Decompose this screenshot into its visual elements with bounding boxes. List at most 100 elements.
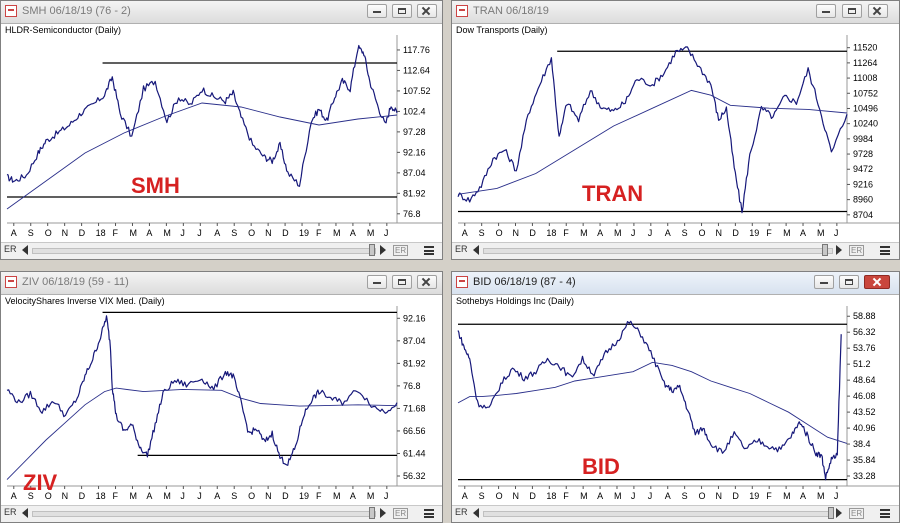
er-label-right[interactable]: ER [393, 245, 409, 256]
scroll-thumb[interactable] [822, 244, 828, 256]
er-label-right[interactable]: ER [393, 508, 409, 519]
x-tick-label: A [214, 228, 220, 238]
menu-icon[interactable] [424, 509, 434, 518]
close-icon [418, 5, 436, 17]
maximize-button[interactable] [392, 4, 412, 18]
x-tick-label: S [231, 228, 237, 238]
maximize-icon [398, 8, 406, 14]
bid-chart-window[interactable]: BID 06/18/19 (87 - 4) Sothebys Holdings … [451, 271, 900, 523]
arrow-right-icon[interactable] [836, 508, 842, 518]
y-tick-label: 48.64 [853, 375, 876, 385]
scroll-track[interactable] [483, 248, 833, 254]
close-icon [865, 276, 889, 288]
smh-chart-window[interactable]: SMH 06/18/19 (76 - 2) HLDR-Semiconductor… [0, 0, 443, 260]
x-tick-label: 18 [546, 491, 556, 501]
ticker-annotation: BID [582, 454, 620, 479]
x-tick-label: A [800, 228, 806, 238]
menu-icon[interactable] [880, 509, 890, 518]
maximize-button[interactable] [392, 275, 412, 289]
minimize-button[interactable] [367, 4, 387, 18]
title-bar[interactable]: SMH 06/18/19 (76 - 2) [1, 1, 442, 24]
x-tick-label: S [28, 228, 34, 238]
arrow-left-icon[interactable] [473, 508, 479, 518]
arrow-left-icon[interactable] [22, 508, 28, 518]
scroll-track[interactable] [483, 511, 833, 517]
ticker-annotation: TRAN [582, 181, 643, 206]
arrow-left-icon[interactable] [473, 245, 479, 255]
arrow-right-icon[interactable] [380, 508, 386, 518]
chart-footer: ER ER [1, 505, 442, 522]
arrow-right-icon[interactable] [836, 245, 842, 255]
minimize-icon [373, 282, 381, 284]
ticker-annotation: ZIV [23, 470, 58, 495]
y-tick-label: 102.4 [403, 106, 426, 116]
price-series-line [457, 320, 842, 481]
x-tick-label: J [384, 228, 389, 238]
menu-icon[interactable] [880, 246, 890, 255]
x-tick-label: J [384, 491, 389, 501]
chart-subtitle: Sothebys Holdings Inc (Daily) [456, 296, 574, 306]
y-tick-label: 11264 [853, 58, 877, 68]
y-tick-label: 10496 [853, 103, 878, 113]
price-chart[interactable]: VelocityShares Inverse VIX Med. (Daily) 5… [1, 294, 442, 506]
window-title: ZIV 06/18/19 (59 - 11) [22, 276, 129, 288]
x-tick-label: M [333, 228, 341, 238]
price-chart[interactable]: HLDR-Semiconductor (Daily) 76.8 81.92 87.04… [1, 23, 442, 243]
x-tick-label: M [580, 228, 588, 238]
x-tick-label: A [350, 491, 356, 501]
er-label-right[interactable]: ER [849, 508, 865, 519]
minimize-button[interactable] [816, 4, 836, 18]
close-button[interactable] [417, 275, 437, 289]
arrow-left-icon[interactable] [22, 245, 28, 255]
x-tick-label: S [479, 491, 485, 501]
x-tick-label: F [766, 491, 772, 501]
price-chart[interactable]: Dow Transports (Daily) 8704 8960 9216 9472 97… [452, 23, 899, 243]
y-tick-label: 117.76 [403, 45, 430, 55]
x-tick-label: S [682, 491, 688, 501]
x-tick-label: O [45, 228, 52, 238]
x-tick-label: D [529, 491, 536, 501]
title-bar[interactable]: BID 06/18/19 (87 - 4) [452, 272, 899, 295]
minimize-icon [820, 282, 828, 284]
price-chart[interactable]: Sothebys Holdings Inc (Daily) 33.28 35.84 3… [452, 294, 899, 506]
maximize-button[interactable] [839, 275, 859, 289]
maximize-button[interactable] [842, 4, 862, 18]
chart-subtitle: VelocityShares Inverse VIX Med. (Daily) [5, 296, 165, 306]
minimize-button[interactable] [814, 275, 834, 289]
er-label-left: ER [4, 507, 17, 517]
x-tick-label: J [197, 228, 202, 238]
moving-average-line [6, 387, 398, 480]
x-tick-label: J [648, 228, 653, 238]
close-button[interactable] [417, 4, 437, 18]
chart-app-icon [456, 5, 468, 17]
title-bar[interactable]: TRAN 06/18/19 [452, 1, 899, 24]
x-tick-label: N [62, 228, 69, 238]
x-tick-label: M [333, 491, 341, 501]
scroll-thumb[interactable] [828, 507, 834, 519]
close-button[interactable] [868, 4, 888, 18]
y-tick-label: 9984 [853, 134, 873, 144]
scroll-track[interactable] [32, 511, 376, 517]
er-label-right[interactable]: ER [849, 245, 865, 256]
scroll-thumb[interactable] [369, 507, 375, 519]
er-label-left: ER [455, 244, 468, 254]
x-tick-label: M [817, 228, 825, 238]
chart-footer: ER ER [452, 242, 899, 259]
x-tick-label: D [732, 491, 739, 501]
scroll-thumb[interactable] [369, 244, 375, 256]
y-tick-label: 81.92 [403, 358, 426, 368]
tran-chart-window[interactable]: TRAN 06/18/19 Dow Transports (Daily) 8704… [451, 0, 900, 260]
minimize-button[interactable] [367, 275, 387, 289]
x-tick-label: 18 [96, 228, 106, 238]
menu-icon[interactable] [424, 246, 434, 255]
scroll-track[interactable] [32, 248, 376, 254]
x-tick-label: A [597, 491, 603, 501]
x-tick-label: 19 [749, 228, 759, 238]
ziv-chart-window[interactable]: ZIV 06/18/19 (59 - 11) VelocityShares In… [0, 271, 443, 523]
arrow-right-icon[interactable] [380, 245, 386, 255]
x-tick-label: D [282, 491, 289, 501]
x-tick-label: S [479, 228, 485, 238]
x-tick-label: M [163, 491, 171, 501]
close-button[interactable] [864, 275, 890, 289]
title-bar[interactable]: ZIV 06/18/19 (59 - 11) [1, 272, 442, 295]
